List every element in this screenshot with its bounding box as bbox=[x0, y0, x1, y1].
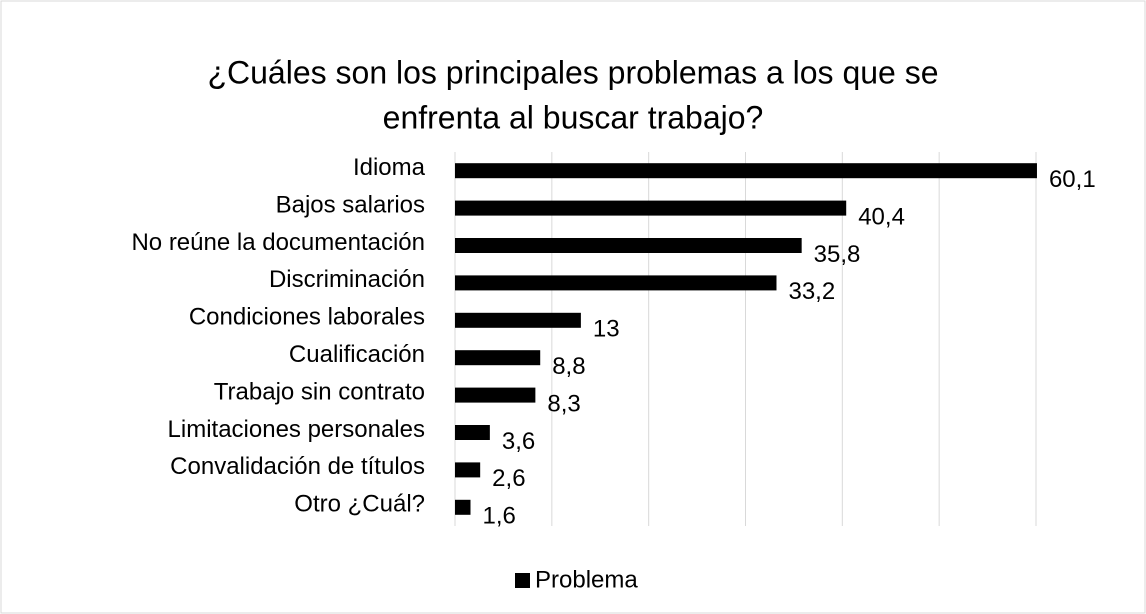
y-tick-label: Idioma bbox=[353, 154, 426, 181]
y-tick-label: Bajos salarios bbox=[276, 191, 425, 218]
chart-title: ¿Cuáles son los principales problemas a … bbox=[207, 54, 938, 90]
y-tick-label: Trabajo sin contrato bbox=[214, 378, 425, 405]
data-label: 35,8 bbox=[814, 241, 861, 268]
data-label: 33,2 bbox=[788, 278, 835, 305]
data-label: 2,6 bbox=[492, 465, 525, 492]
legend-label: Problema bbox=[535, 566, 638, 593]
bar bbox=[455, 499, 471, 515]
bar bbox=[455, 238, 802, 253]
data-label: 1,6 bbox=[482, 503, 515, 530]
data-label: 60,1 bbox=[1049, 166, 1096, 193]
legend-swatch bbox=[515, 573, 530, 588]
bar bbox=[455, 387, 536, 403]
bar bbox=[455, 200, 847, 216]
bar bbox=[455, 312, 581, 328]
bar bbox=[455, 462, 481, 478]
data-label: 3,6 bbox=[502, 428, 535, 455]
bar bbox=[455, 350, 541, 366]
y-tick-label: Condiciones laborales bbox=[189, 304, 425, 331]
bar bbox=[455, 163, 1037, 179]
y-tick-label: Discriminación bbox=[269, 266, 425, 293]
data-label: 8,3 bbox=[547, 390, 580, 417]
bar bbox=[455, 425, 490, 440]
y-tick-label: Otro ¿Cuál? bbox=[294, 491, 425, 518]
data-label: 8,8 bbox=[552, 353, 585, 380]
y-tick-label: No reúne la documentación bbox=[131, 229, 425, 256]
chart-title: enfrenta al buscar trabajo? bbox=[383, 99, 764, 135]
data-label: 13 bbox=[593, 316, 620, 343]
y-tick-label: Convalidación de títulos bbox=[170, 453, 425, 480]
data-label: 40,4 bbox=[858, 203, 905, 230]
y-tick-label: Limitaciones personales bbox=[168, 416, 425, 443]
y-tick-label: Cualificación bbox=[289, 341, 425, 368]
bar bbox=[455, 275, 777, 291]
